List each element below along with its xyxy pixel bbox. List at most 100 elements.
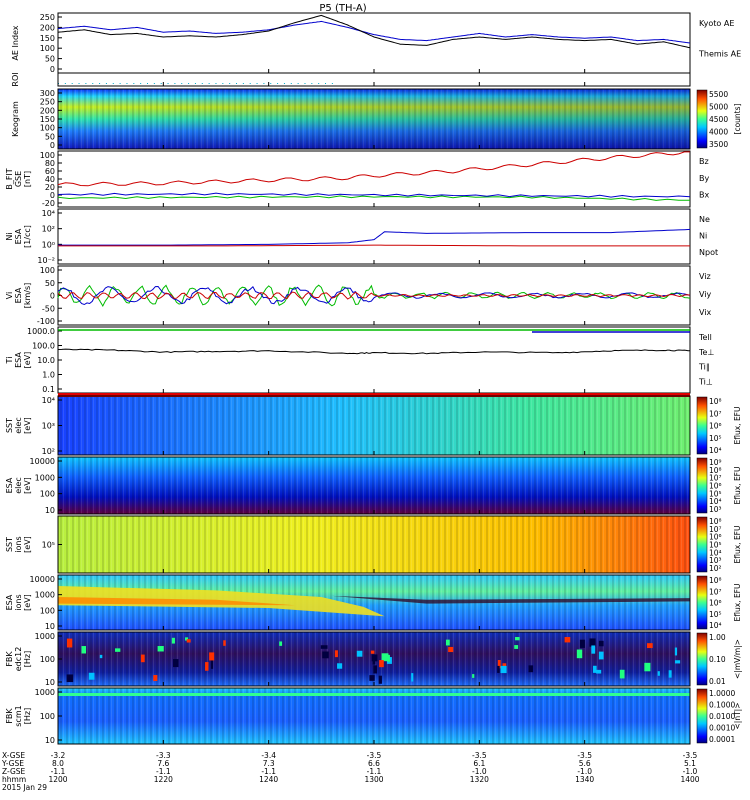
ti-ytick-label: 100.0	[32, 342, 55, 351]
roi-marker	[277, 83, 279, 84]
footer-value: -1.0	[577, 767, 592, 776]
fbk_b-colorbar-tick: 0.0001	[709, 735, 735, 744]
bfit-ytick-label: 40	[45, 175, 55, 184]
footer-value: -3.5	[472, 751, 487, 760]
sst_e-colorbar: 10⁸ 10⁷ 10⁶ 10⁵ 10⁴ Eflux, EFU	[696, 396, 742, 455]
fbk-edc-noise	[378, 675, 382, 684]
keogram-colorbar-tick: 5500	[709, 90, 728, 99]
footer-value: 6.1	[473, 759, 485, 768]
legend-kyotoae: Kyoto AE	[699, 19, 734, 28]
esa_i-colorbar: 10⁸ 10⁷ 10⁶ 10⁵ 10⁴ Eflux, EFU	[696, 575, 742, 630]
roi-marker	[140, 83, 142, 84]
fbk-edc-noise	[334, 650, 338, 658]
fbk-edc-noise	[598, 651, 604, 660]
keogram-ytick-label: 150	[40, 115, 55, 124]
esa_e-ytick-label: 100	[40, 490, 55, 499]
roi-marker	[222, 83, 224, 84]
ni-ytick-label: 10⁴	[42, 209, 55, 218]
fbk_e-colorbar-tick: 0.10	[709, 655, 726, 664]
fbk_b-ylabel: FBK	[5, 708, 14, 724]
roi-marker	[263, 83, 265, 84]
fbk-edc-noise	[472, 674, 475, 678]
bfit-series-bz	[57, 151, 690, 187]
ti-ytick-label: 10.0	[37, 356, 55, 365]
ni-series-ne	[58, 244, 690, 247]
fbk_b-ytick-label: 1000	[35, 688, 55, 697]
roi-marker	[236, 83, 238, 84]
vi-velocity-trace	[57, 291, 691, 300]
vi-ytick-label: -100	[37, 317, 55, 326]
fbk-edc-noise	[373, 665, 378, 674]
legend-bx: Bx	[699, 191, 709, 200]
keogram-colorbar: 5500 5000 4500 4000 3500 [counts]	[696, 89, 742, 149]
footer-value: 6.6	[368, 759, 380, 768]
ni-ylabel: Ni	[5, 232, 14, 240]
fbk_e-colorbar-tick: 0.01	[709, 677, 726, 686]
keogram-ytick-label: 100	[40, 124, 55, 133]
fbk-edc-noise	[171, 637, 175, 644]
footer-value: 8.0	[52, 759, 64, 768]
fbk-edc-noise	[497, 665, 500, 673]
roi-marker	[188, 83, 190, 84]
keogram-shade	[58, 89, 690, 149]
esa_e-colorbar-tick: 10³	[709, 505, 722, 514]
roi-marker	[242, 83, 244, 84]
ae-ytick-label: 0	[50, 65, 55, 74]
keogram-ytick-label: 250	[40, 98, 55, 107]
footer-value: 1340	[575, 775, 594, 784]
footer-value: -1.1	[367, 767, 382, 776]
fbk-edc-noise	[209, 652, 215, 661]
panel-roi: ROI	[11, 72, 691, 87]
footer-value: 1240	[259, 775, 278, 784]
esa_e-colorbar-tick: 10⁸	[709, 466, 722, 475]
vi-ylabel: [km/s]	[23, 283, 32, 309]
keogram-colorbar-tick: 5000	[709, 103, 728, 112]
roi-marker	[153, 83, 155, 84]
fbk_b-texture	[58, 688, 690, 744]
ae-ylabel: AE Index	[11, 25, 20, 60]
footer-value: -1.0	[683, 767, 698, 776]
footer-value: -3.5	[577, 751, 592, 760]
footer-value: -3.3	[156, 751, 171, 760]
ti-ylabel: Ti	[5, 357, 14, 365]
sst_i-colorbar-tick: 10⁵	[709, 541, 722, 550]
sst_e-colorbar-unit: Eflux, EFU	[733, 407, 742, 445]
sst_e-ytick-label: 10²	[42, 447, 55, 456]
footer-value: -3.5	[683, 751, 698, 760]
roi-marker	[331, 83, 333, 84]
fbk-edc-noise	[186, 639, 191, 643]
ni-ytick-label: 10⁰	[42, 240, 55, 249]
keogram-colorbar-scale	[696, 89, 708, 149]
bfit-ytick-label: 60	[45, 167, 55, 176]
fbk_e-ytick-label: 10	[45, 678, 55, 687]
fbk_e-ylabel: [Hz]	[23, 651, 32, 667]
ae-ytick-label: 250	[40, 13, 55, 22]
roi-marker	[126, 83, 128, 84]
fbk_b-colorbar-tick: 0.0100	[709, 712, 735, 721]
esa_i-ylabel: ions	[14, 594, 23, 610]
ti-ylabel: [eV]	[23, 352, 32, 369]
legend-ne: Ne	[699, 215, 710, 224]
roi-marker	[201, 83, 203, 84]
ni-ylabel: ESA	[14, 228, 23, 244]
fbk-edc-noise	[279, 641, 283, 646]
ti-frame	[57, 326, 691, 394]
fbk-edc-noise	[66, 638, 73, 648]
esa_i-ylabel: [eV]	[23, 594, 32, 611]
roi-marker	[181, 83, 183, 84]
bfit-ytick-label: -20	[42, 199, 55, 208]
ae-series-kyotoae	[57, 20, 691, 44]
sst_i-colorbar-tick: 10²	[709, 564, 722, 573]
footer-date: 2015 Jan 29	[2, 783, 47, 792]
fbk-edc-noise	[157, 646, 164, 652]
roi-marker	[283, 83, 285, 84]
fbk-edc-noise	[115, 648, 121, 652]
roi-marker	[119, 83, 121, 84]
sst_e-colorbar-tick: 10⁵	[709, 434, 722, 443]
footer-value: 5.1	[684, 759, 696, 768]
footer-value: 7.6	[157, 759, 169, 768]
vi-ytick-label: 0	[50, 292, 55, 301]
esa_e-texture	[58, 457, 690, 514]
fbk_b-colorbar-tick: 0.0010	[709, 724, 735, 733]
